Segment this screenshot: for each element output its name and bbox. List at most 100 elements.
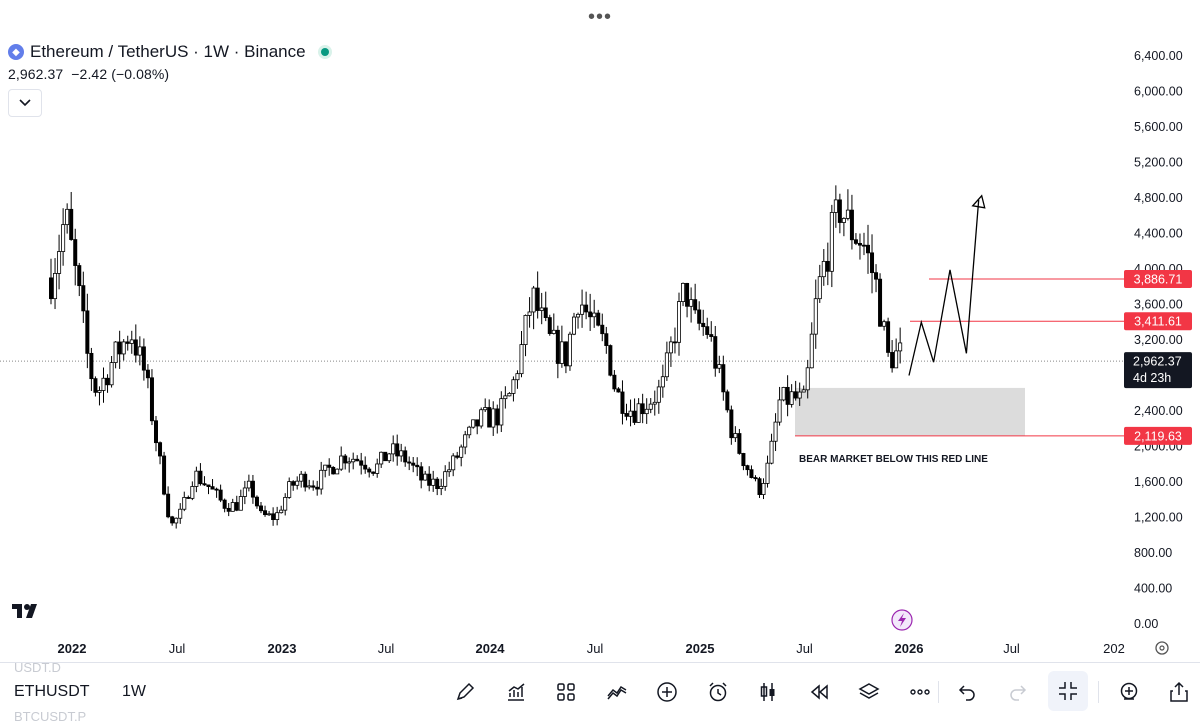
pencil-icon[interactable] (440, 677, 491, 707)
candle (371, 471, 376, 474)
candle (693, 299, 698, 311)
candle (133, 339, 138, 356)
fullscreen-exit-icon[interactable] (1048, 671, 1088, 711)
level-tag[interactable] (1124, 270, 1192, 289)
x-tick-label: 2025 (686, 641, 715, 656)
projection-path[interactable] (908, 199, 980, 376)
market-open-status-icon[interactable] (317, 45, 332, 59)
candle (170, 516, 175, 524)
candle (547, 317, 552, 334)
candle (49, 277, 54, 300)
candle (137, 346, 142, 356)
candle (523, 315, 528, 345)
candle (399, 450, 404, 457)
candle (664, 352, 669, 378)
candle (785, 386, 790, 405)
candle (463, 434, 468, 448)
current-price-tag[interactable] (1124, 352, 1192, 389)
chart-header: ◆ Ethereum / TetherUS · 1W · Binance 2,9… (8, 42, 332, 82)
current-price-tag-label: 2,962.37 (1133, 355, 1182, 369)
candle (323, 464, 328, 471)
redo-icon[interactable] (993, 677, 1044, 707)
previous-symbol-ghost[interactable]: USDT.D (14, 660, 61, 675)
candle (829, 212, 834, 272)
candles-icon[interactable] (743, 677, 794, 707)
candle (833, 199, 838, 213)
y-tick-label: 5,200.00 (1134, 156, 1183, 170)
x-tick-label: 2023 (268, 641, 297, 656)
candle (632, 410, 637, 423)
candle (821, 260, 826, 278)
candle (174, 517, 179, 524)
candle (53, 273, 58, 300)
candle (141, 346, 146, 371)
zoom-icon[interactable] (1104, 677, 1155, 707)
candle (689, 299, 694, 307)
plus-icon[interactable] (642, 677, 693, 707)
replay-icon[interactable] (794, 677, 845, 707)
candle (246, 480, 251, 489)
bear-market-annotation[interactable]: BEAR MARKET BELOW THIS RED LINE (799, 454, 988, 465)
candle (395, 443, 400, 457)
undo-icon[interactable] (942, 677, 993, 707)
candle (283, 496, 288, 511)
candle (403, 450, 408, 463)
candle (697, 309, 702, 324)
candle (644, 408, 649, 415)
y-tick-label: 6,400.00 (1134, 49, 1183, 63)
pair-title[interactable]: Ethereum / TetherUS · 1W · Binance (30, 42, 306, 61)
candle (279, 509, 284, 514)
candle (162, 455, 167, 495)
indicators-icon[interactable] (491, 677, 542, 707)
candle (347, 461, 352, 464)
layers-icon[interactable] (844, 677, 895, 707)
tradingview-logo[interactable] (12, 602, 44, 625)
candle (656, 386, 661, 403)
candle (65, 208, 70, 226)
candle (238, 496, 243, 511)
candle (258, 505, 263, 512)
candle (198, 470, 203, 485)
layout-icon[interactable] (541, 677, 592, 707)
candle (588, 311, 593, 318)
level-tag[interactable] (1124, 426, 1192, 445)
candle (57, 251, 62, 274)
level-tag[interactable] (1124, 312, 1192, 331)
flash-icon[interactable] (891, 609, 913, 631)
interval-label[interactable]: 1W (122, 683, 146, 700)
settings-icon[interactable] (1155, 641, 1169, 655)
symbol-label[interactable]: ETHUSDT (14, 683, 90, 700)
candle (471, 419, 476, 428)
candle (753, 477, 758, 480)
candle (263, 510, 268, 516)
candle (563, 341, 568, 367)
candle (849, 209, 854, 241)
x-tick-label: 202 (1103, 641, 1125, 656)
candle (765, 462, 770, 484)
alarm-icon[interactable] (693, 677, 744, 707)
candle (685, 282, 690, 307)
candle (519, 344, 524, 375)
price-chart[interactable]: BEAR MARKET BELOW THIS RED LINE 6,400.00… (0, 0, 1200, 662)
level-tag-label: 2,119.63 (1134, 429, 1182, 443)
candle (343, 455, 348, 464)
candle (592, 312, 597, 318)
share-icon[interactable] (1154, 677, 1200, 707)
candle (580, 304, 585, 315)
candle (741, 453, 746, 467)
candle (206, 484, 211, 488)
candle (391, 443, 396, 455)
candle (234, 502, 239, 511)
candle (85, 310, 90, 354)
candle (535, 287, 540, 311)
compare-icon[interactable] (592, 677, 643, 707)
next-symbol-ghost[interactable]: BTCUSDT.P (14, 709, 87, 724)
candle (596, 312, 601, 326)
collapse-legend-button[interactable] (8, 89, 42, 117)
candle (616, 388, 621, 393)
candle (307, 485, 312, 488)
x-tick-label: Jul (1003, 641, 1020, 656)
drag-handle-icon[interactable]: ••• (588, 6, 613, 28)
more-icon[interactable] (895, 677, 946, 707)
candle (479, 409, 484, 427)
